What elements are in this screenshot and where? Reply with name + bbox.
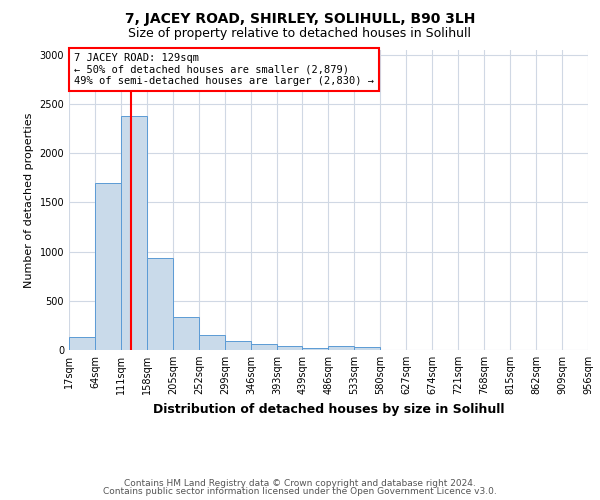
Bar: [354, 347, 380, 350]
Bar: [199, 335, 225, 350]
X-axis label: Distribution of detached houses by size in Solihull: Distribution of detached houses by size …: [153, 402, 504, 415]
Y-axis label: Number of detached properties: Number of detached properties: [24, 112, 34, 288]
Bar: [251, 344, 277, 350]
Bar: [302, 348, 328, 350]
Bar: [95, 183, 121, 350]
Bar: [69, 337, 95, 350]
Text: 7 JACEY ROAD: 129sqm
← 50% of detached houses are smaller (2,879)
49% of semi-de: 7 JACEY ROAD: 129sqm ← 50% of detached h…: [74, 53, 374, 86]
Bar: [277, 346, 302, 350]
Text: Contains public sector information licensed under the Open Government Licence v3: Contains public sector information licen…: [103, 487, 497, 496]
Text: Contains HM Land Registry data © Crown copyright and database right 2024.: Contains HM Land Registry data © Crown c…: [124, 478, 476, 488]
Bar: [225, 341, 251, 350]
Text: Size of property relative to detached houses in Solihull: Size of property relative to detached ho…: [128, 28, 472, 40]
Bar: [147, 258, 173, 350]
Bar: [173, 316, 199, 350]
Text: 7, JACEY ROAD, SHIRLEY, SOLIHULL, B90 3LH: 7, JACEY ROAD, SHIRLEY, SOLIHULL, B90 3L…: [125, 12, 475, 26]
Bar: [328, 346, 354, 350]
Bar: [121, 116, 147, 350]
